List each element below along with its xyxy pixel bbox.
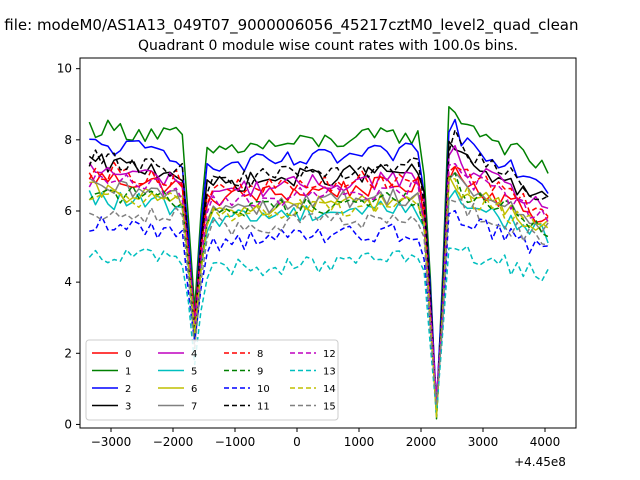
- legend-label-6: 6: [191, 384, 197, 395]
- y-axis: 0 2 4 6 8 10: [57, 62, 80, 431]
- legend-label-14: 14: [323, 384, 336, 395]
- legend-label-8: 8: [257, 349, 263, 360]
- y-tick-label: 8: [64, 133, 72, 147]
- legend-label-2: 2: [125, 384, 131, 395]
- y-tick-label: 0: [64, 417, 72, 431]
- series-line-5: [88, 189, 549, 411]
- series-line-10: [89, 209, 549, 410]
- y-tick-label: 2: [64, 346, 72, 360]
- chart-title: Quadrant 0 module wise count rates with …: [138, 38, 518, 54]
- y-tick-label: 10: [57, 62, 72, 76]
- x-tick-label: 1000: [344, 435, 375, 449]
- x-tick-label: −1000: [215, 435, 256, 449]
- legend-label-5: 5: [191, 367, 197, 378]
- x-tick-label: 4000: [530, 435, 561, 449]
- series-line-7: [88, 171, 549, 405]
- legend-label-15: 15: [323, 402, 336, 413]
- series-line-1: [88, 106, 549, 415]
- x-axis: −3000 −2000 −1000 0 1000 2000 3000 4000: [91, 428, 561, 449]
- legend-box: [85, 339, 339, 421]
- legend-label-0: 0: [125, 349, 131, 360]
- legend-label-3: 3: [125, 402, 131, 413]
- legend-label-10: 10: [257, 384, 270, 395]
- x-tick-label: 2000: [406, 435, 437, 449]
- legend-label-13: 13: [323, 367, 336, 378]
- legend-label-7: 7: [191, 402, 197, 413]
- legend-label-9: 9: [257, 367, 263, 378]
- x-tick-label: −2000: [153, 435, 194, 449]
- x-offset-label: +4.45e8: [514, 455, 566, 469]
- legend-label-1: 1: [125, 367, 131, 378]
- series-line-9: [88, 172, 549, 420]
- series-line-2: [89, 118, 549, 404]
- x-tick-label: 0: [293, 435, 301, 449]
- series-line-14: [89, 177, 549, 418]
- series-lines: [88, 106, 549, 420]
- series-line-11: [88, 129, 549, 413]
- legend-label-4: 4: [191, 349, 197, 360]
- y-tick-label: 4: [64, 275, 72, 289]
- figure-suptitle: n file: modeM0/AS1A13_049T07_9000006056_…: [0, 16, 579, 35]
- legend-label-12: 12: [323, 349, 336, 360]
- y-tick-label: 6: [64, 204, 72, 218]
- legend-label-11: 11: [257, 402, 270, 413]
- x-tick-label: 3000: [468, 435, 499, 449]
- series-line-13: [88, 245, 549, 414]
- x-tick-label: −3000: [91, 435, 132, 449]
- series-line-8: [88, 161, 549, 412]
